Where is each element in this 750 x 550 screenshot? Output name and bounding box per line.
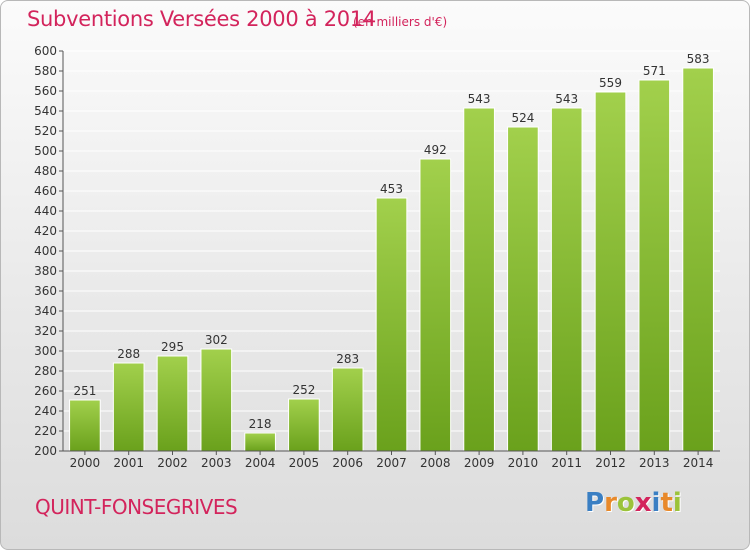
logo-letter: o <box>616 488 635 518</box>
bar <box>156 355 189 452</box>
y-tick-label: 260 <box>34 384 57 398</box>
logo-letter: P <box>585 488 605 518</box>
y-tick-label: 480 <box>34 164 57 178</box>
y-tick-label: 280 <box>34 364 57 378</box>
bar <box>244 432 276 452</box>
data-label: 283 <box>336 352 359 366</box>
bars <box>69 67 714 452</box>
bar <box>69 399 101 452</box>
data-label: 252 <box>292 383 315 397</box>
y-tick-label: 540 <box>34 104 57 118</box>
data-label: 295 <box>161 340 184 354</box>
logo-letter: t <box>660 488 673 518</box>
y-tick-label: 520 <box>34 124 57 138</box>
logo-letter: x <box>634 488 652 518</box>
y-tick-label: 500 <box>34 144 57 158</box>
data-label: 524 <box>511 111 534 125</box>
x-tick-label: 2010 <box>508 456 539 470</box>
bar <box>331 367 364 452</box>
y-tick-label: 600 <box>34 44 57 58</box>
y-tick-label: 400 <box>34 244 57 258</box>
y-tick-label: 580 <box>34 64 57 78</box>
bar <box>419 158 452 452</box>
bar <box>594 91 627 452</box>
x-tick-label: 2001 <box>113 456 144 470</box>
data-label: 583 <box>687 52 710 66</box>
x-tick-label: 2000 <box>70 456 101 470</box>
data-label: 302 <box>205 333 228 347</box>
y-tick-label: 460 <box>34 184 57 198</box>
data-label: 251 <box>73 384 96 398</box>
x-tick-label: 2008 <box>420 456 451 470</box>
y-tick-label: 300 <box>34 344 57 358</box>
chart-unit: (en milliers d'€) <box>353 15 448 29</box>
y-tick-label: 440 <box>34 204 57 218</box>
bar <box>550 107 583 452</box>
y-tick-label: 420 <box>34 224 57 238</box>
x-tick-label: 2014 <box>683 456 714 470</box>
y-tick-label: 360 <box>34 284 57 298</box>
y-tick-label: 200 <box>34 444 57 458</box>
bar <box>375 197 408 452</box>
x-tick-label: 2006 <box>332 456 363 470</box>
logo-letter: r <box>604 488 617 518</box>
x-tick-label: 2005 <box>289 456 320 470</box>
y-tick-label: 560 <box>34 84 57 98</box>
y-tick-label: 380 <box>34 264 57 278</box>
y-tick-label: 240 <box>34 404 57 418</box>
proxiti-logo: Proxiti <box>585 488 682 518</box>
y-tick-label: 340 <box>34 304 57 318</box>
bar <box>507 126 539 452</box>
bar <box>682 67 714 452</box>
data-label: 559 <box>599 76 622 90</box>
x-tick-label: 2004 <box>245 456 276 470</box>
data-label: 492 <box>424 143 447 157</box>
x-tick-label: 2002 <box>157 456 188 470</box>
bar <box>112 362 145 452</box>
logo-letter: i <box>651 488 661 518</box>
y-tick-label: 220 <box>34 424 57 438</box>
logo-letter: i <box>672 488 682 518</box>
x-tick-label: 2011 <box>551 456 582 470</box>
data-labels: 251 288 295 302 218 252 283 453 492 543 524 543 559 5… <box>73 52 709 431</box>
data-label: 453 <box>380 182 403 196</box>
x-tick-label: 2003 <box>201 456 232 470</box>
data-label: 571 <box>643 64 666 78</box>
x-tick-label: 2007 <box>376 456 407 470</box>
bar <box>288 398 320 452</box>
axes: 200 220 240 260 280 300 320 340 360 380 400 420 440 4… <box>34 44 720 470</box>
data-label: 543 <box>468 92 491 106</box>
y-tick-label: 320 <box>34 324 57 338</box>
data-label: 218 <box>249 417 272 431</box>
x-tick-label: 2009 <box>464 456 495 470</box>
bar <box>638 79 671 452</box>
data-label: 288 <box>117 347 140 361</box>
x-tick-label: 2012 <box>595 456 626 470</box>
data-label: 543 <box>555 92 578 106</box>
bar <box>200 348 233 452</box>
bar <box>463 107 495 452</box>
commune-name: QUINT-FONSEGRIVES <box>35 495 238 519</box>
chart-title: Subventions Versées 2000 à 2014 <box>27 7 376 31</box>
x-tick-label: 2013 <box>639 456 670 470</box>
